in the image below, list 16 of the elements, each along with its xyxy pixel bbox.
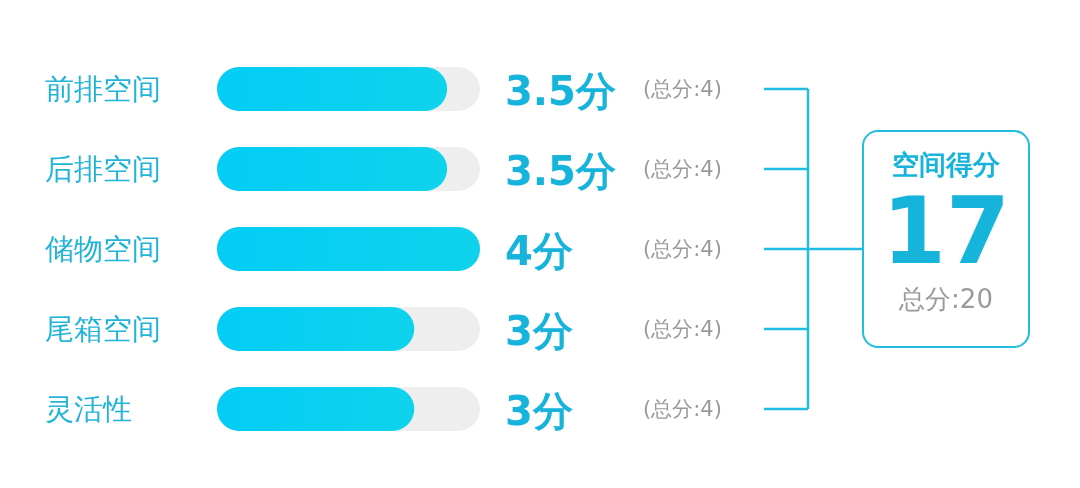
y-tick-label: 尾箱空间 [45, 312, 161, 346]
text: (总分:4) [643, 76, 722, 103]
text: (总分:4) [643, 396, 722, 423]
text: (总分:4) [643, 156, 722, 183]
y-tick-label: 后排空间 [45, 152, 161, 186]
data-label: 3.5分 [505, 148, 616, 194]
data-label: 3分 [505, 388, 573, 434]
text: 总分:20 [898, 283, 994, 316]
text: (总分:4) [643, 236, 722, 263]
y-tick-label: 前排空间 [45, 72, 161, 106]
y-tick-label: 灵活性 [45, 392, 132, 426]
data-label: 3.5分 [505, 68, 616, 114]
data-label: 3分 [505, 308, 573, 354]
text: (总分:4) [643, 316, 722, 343]
y-tick-label: 储物空间 [45, 232, 161, 266]
data-label: 4分 [505, 228, 573, 274]
